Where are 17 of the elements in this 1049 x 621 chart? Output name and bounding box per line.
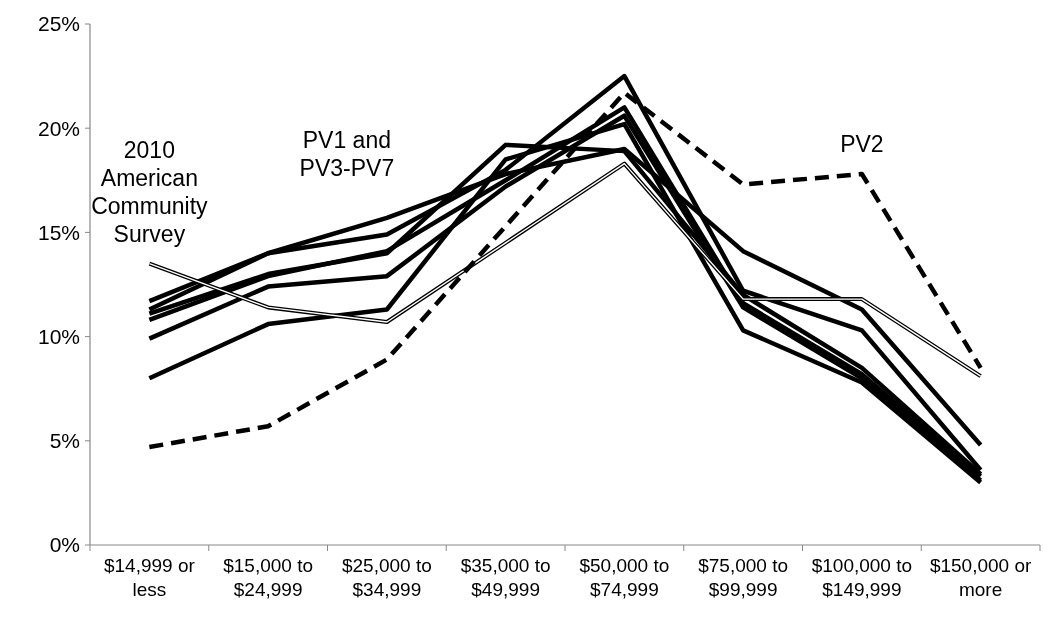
- annotation: PV1 and PV3-PV7: [299, 126, 395, 181]
- y-tick-label: 15%: [37, 220, 80, 244]
- x-tick-label: $75,000 to $99,999: [698, 555, 789, 600]
- x-tick-label: $150,000 or more: [929, 555, 1033, 600]
- x-tick-label: $15,000 to $24,999: [223, 555, 314, 600]
- x-tick-label: $35,000 to $49,999: [460, 555, 551, 600]
- x-tick-label: $14,999 or less: [103, 555, 196, 600]
- series-label: 2010 American Community Survey: [91, 136, 209, 247]
- series-label: PV2: [840, 131, 884, 158]
- x-tick-label: $100,000 to $149,999: [811, 555, 913, 600]
- x-tick-label: $50,000 to $74,999: [579, 555, 670, 600]
- y-tick-label: 20%: [37, 116, 80, 140]
- y-tick-label: 5%: [49, 429, 80, 453]
- y-tick-label: 25%: [37, 12, 80, 36]
- y-tick-label: 10%: [37, 324, 80, 348]
- x-tick-label: $25,000 to $34,999: [341, 555, 432, 600]
- y-tick-label: 0%: [49, 533, 80, 557]
